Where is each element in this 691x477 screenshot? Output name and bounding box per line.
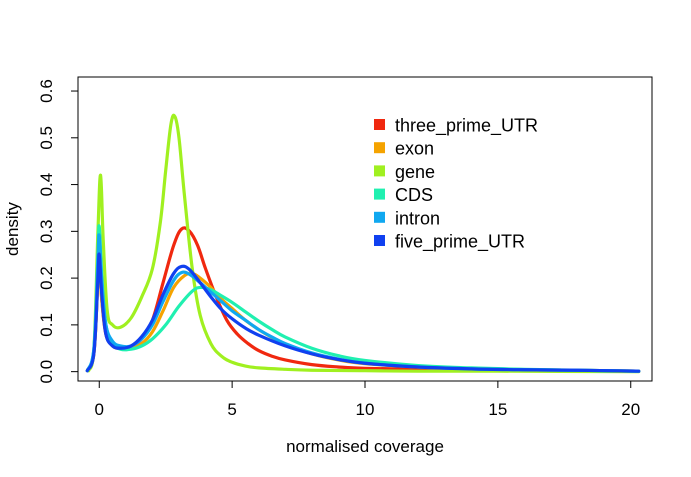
x-axis-label: normalised coverage (286, 437, 444, 456)
x-axis: 0 5 10 15 20 (95, 380, 640, 419)
legend-label: intron (395, 208, 440, 228)
y-tick-label: 0.6 (37, 79, 56, 103)
y-tick-label: 0.1 (37, 313, 56, 337)
y-tick-label: 0.2 (37, 266, 56, 290)
y-axis-label: density (3, 202, 22, 256)
legend-swatch (374, 165, 385, 177)
series-line-three-prime-utr (85, 226, 641, 373)
legend-label: five_prime_UTR (395, 232, 525, 253)
legend-swatch (374, 235, 385, 246)
plot-frame (77, 76, 653, 382)
legend-swatch (374, 188, 385, 200)
x-tick-label: 0 (95, 400, 104, 419)
legend-swatch (374, 119, 385, 130)
x-tick-label: 10 (356, 400, 375, 419)
x-tick-label: 15 (488, 400, 507, 419)
series-layer (85, 113, 641, 374)
legend-label: gene (395, 162, 435, 182)
y-tick-label: 0.3 (37, 220, 56, 244)
series-line-five-prime-utr (85, 252, 641, 373)
series-line-gene (87, 113, 641, 374)
legend-label: three_prime_UTR (395, 116, 538, 137)
legend-swatch (374, 142, 385, 154)
legend-label: exon (395, 139, 434, 159)
legend-swatch (374, 211, 385, 223)
x-tick-label: 20 (621, 400, 640, 419)
y-tick-label: 0.0 (37, 360, 56, 384)
y-tick-label: 0.5 (37, 126, 56, 150)
x-tick-label: 5 (227, 400, 236, 419)
y-tick-label: 0.4 (37, 173, 56, 197)
y-axis: 0.0 0.1 0.2 0.3 0.4 0.5 0.6 (37, 79, 79, 384)
legend-label: CDS (395, 185, 433, 205)
